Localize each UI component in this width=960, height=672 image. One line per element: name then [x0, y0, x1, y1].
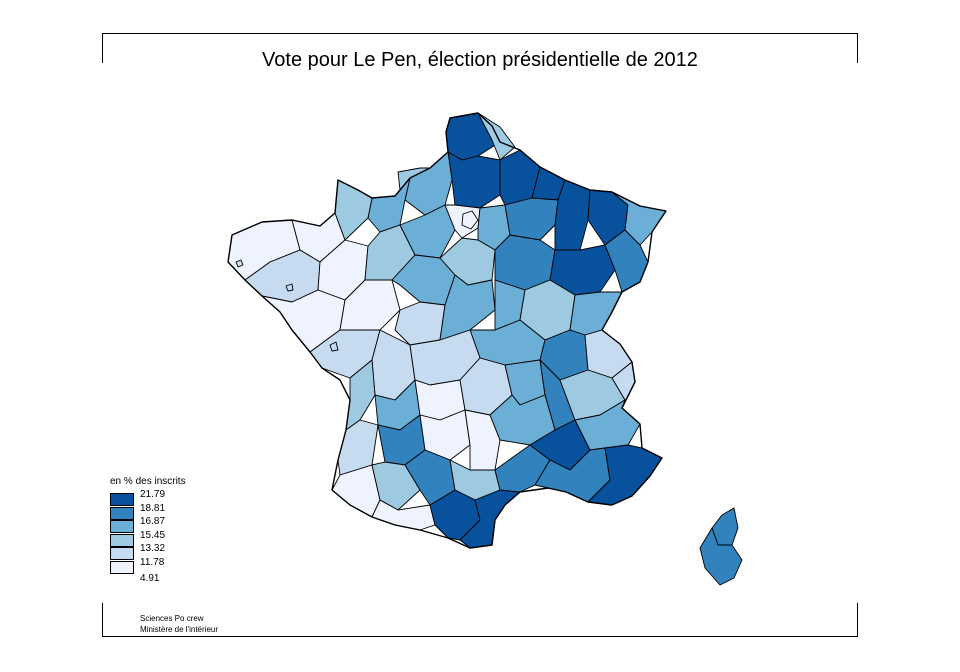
departement-region: [489, 394, 556, 446]
legend-break-label: 18.81: [140, 502, 166, 514]
legend-row: 18.81: [110, 503, 250, 521]
legend-break-label: 21.79: [140, 489, 166, 500]
legend-swatch: [110, 506, 134, 520]
credits: Sciences Po crew Ministère de l'intérieu…: [140, 613, 218, 635]
legend-row: 16.87: [110, 516, 250, 534]
island: [235, 259, 244, 268]
legend-row: 13.32: [110, 543, 250, 561]
figure-frame: Vote pour Le Pen, élection présidentiell…: [102, 33, 858, 637]
france-choropleth-map: [227, 112, 743, 586]
legend-swatch: [110, 520, 134, 533]
legend-swatch: [110, 493, 134, 506]
legend-break-label: 16.87: [140, 516, 166, 527]
legend-title: en % des inscrits: [110, 476, 186, 487]
legend-break-label: 4.91: [140, 573, 160, 584]
paris-region: [461, 210, 479, 230]
legend-swatch: [110, 560, 134, 574]
legend-row: 11.78: [110, 557, 250, 575]
coastline-layer: [227, 112, 667, 549]
corsica-departement: [699, 527, 743, 586]
departements-layer: [227, 112, 743, 586]
departement-region: [504, 197, 559, 241]
map-title: Vote pour Le Pen, élection présidentiell…: [262, 49, 698, 71]
credit-line-source: Ministère de l'intérieur: [140, 625, 219, 634]
island: [329, 341, 339, 352]
legend-break-label: 13.32: [140, 543, 166, 554]
departement-region: [447, 151, 501, 209]
frame-border: [102, 33, 858, 637]
legend-break-label: 15.45: [140, 529, 166, 541]
legend-break-label: 11.78: [140, 556, 165, 568]
departement-region: [394, 301, 446, 346]
legend-swatch: [110, 547, 134, 560]
legend-swatch: [110, 533, 134, 547]
france-outline: [227, 112, 667, 549]
legend-row: 15.45: [110, 530, 250, 548]
departement-region: [331, 464, 381, 518]
departement-region: [569, 291, 623, 336]
credit-line-author: Sciences Po crew: [140, 614, 204, 623]
legend: en % des inscrits 21.79 18.81 16.87 15.45 13…: [110, 476, 250, 584]
legend-rows: 21.79 18.81 16.87 15.45 13.32 11.78: [110, 489, 250, 575]
island: [285, 283, 294, 292]
legend-row: 21.79: [110, 489, 250, 507]
